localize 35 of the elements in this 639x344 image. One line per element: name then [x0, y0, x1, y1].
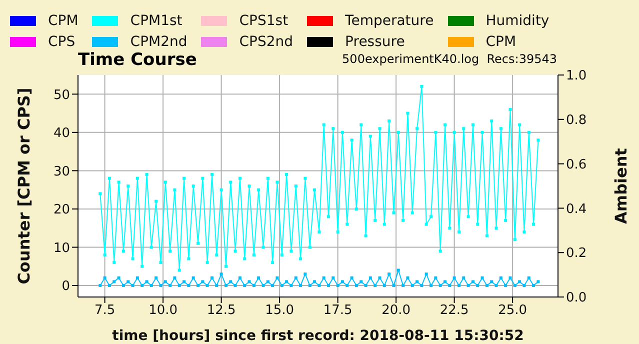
x-tick-label: 10.0: [148, 303, 178, 318]
legend-label: CPS1st: [239, 12, 288, 28]
x-tick-label: 20.0: [382, 303, 411, 318]
legend-label: CPS: [48, 34, 76, 50]
y-tick-label: 50: [53, 88, 70, 103]
y2-tick-label: 1.0: [566, 68, 587, 84]
legend-label: Pressure: [345, 34, 405, 50]
x-axis-title: time [hours] since first record: 2018-08-11 15:30:52: [112, 328, 524, 344]
x-tick-label: 12.5: [206, 303, 236, 318]
legend-label: Temperature: [345, 12, 434, 28]
y-tick-label: 40: [53, 126, 70, 142]
legend-label: CPM2nd: [130, 34, 188, 50]
x-tick-label: 17.5: [323, 303, 352, 318]
y2-tick-label: 0.0: [566, 290, 587, 306]
y2-tick-label: 0.6: [566, 157, 587, 172]
y-tick-label: 20: [53, 202, 70, 218]
y-axis-title: Counter [CPM or CPS]: [14, 88, 34, 284]
x-tick-label: 22.5: [440, 303, 469, 318]
legend-label: CPS2nd: [239, 34, 294, 50]
y2-tick-label: 0.8: [566, 113, 587, 128]
legend-label: Humidity: [486, 12, 550, 28]
legend-label: CPM1st: [130, 12, 182, 28]
x-tick-label: 25.0: [498, 303, 528, 318]
x-tick-label: 7.5: [94, 303, 116, 318]
legend-label: CPM: [48, 12, 78, 28]
y2-axis-title: Ambient: [612, 148, 631, 224]
y-tick-label: 30: [53, 164, 70, 180]
y-tick-label: 0: [62, 279, 70, 294]
y2-tick-label: 0.2: [566, 246, 587, 262]
y-tick-label: 10: [53, 240, 70, 256]
legend-label: CPM: [486, 34, 516, 50]
y2-tick-label: 0.4: [566, 202, 587, 217]
chart-subtitle: 500experimentK40.log Recs:39543: [342, 52, 557, 66]
x-tick-label: 15.0: [265, 303, 294, 318]
chart-title: Time Course: [78, 50, 197, 70]
